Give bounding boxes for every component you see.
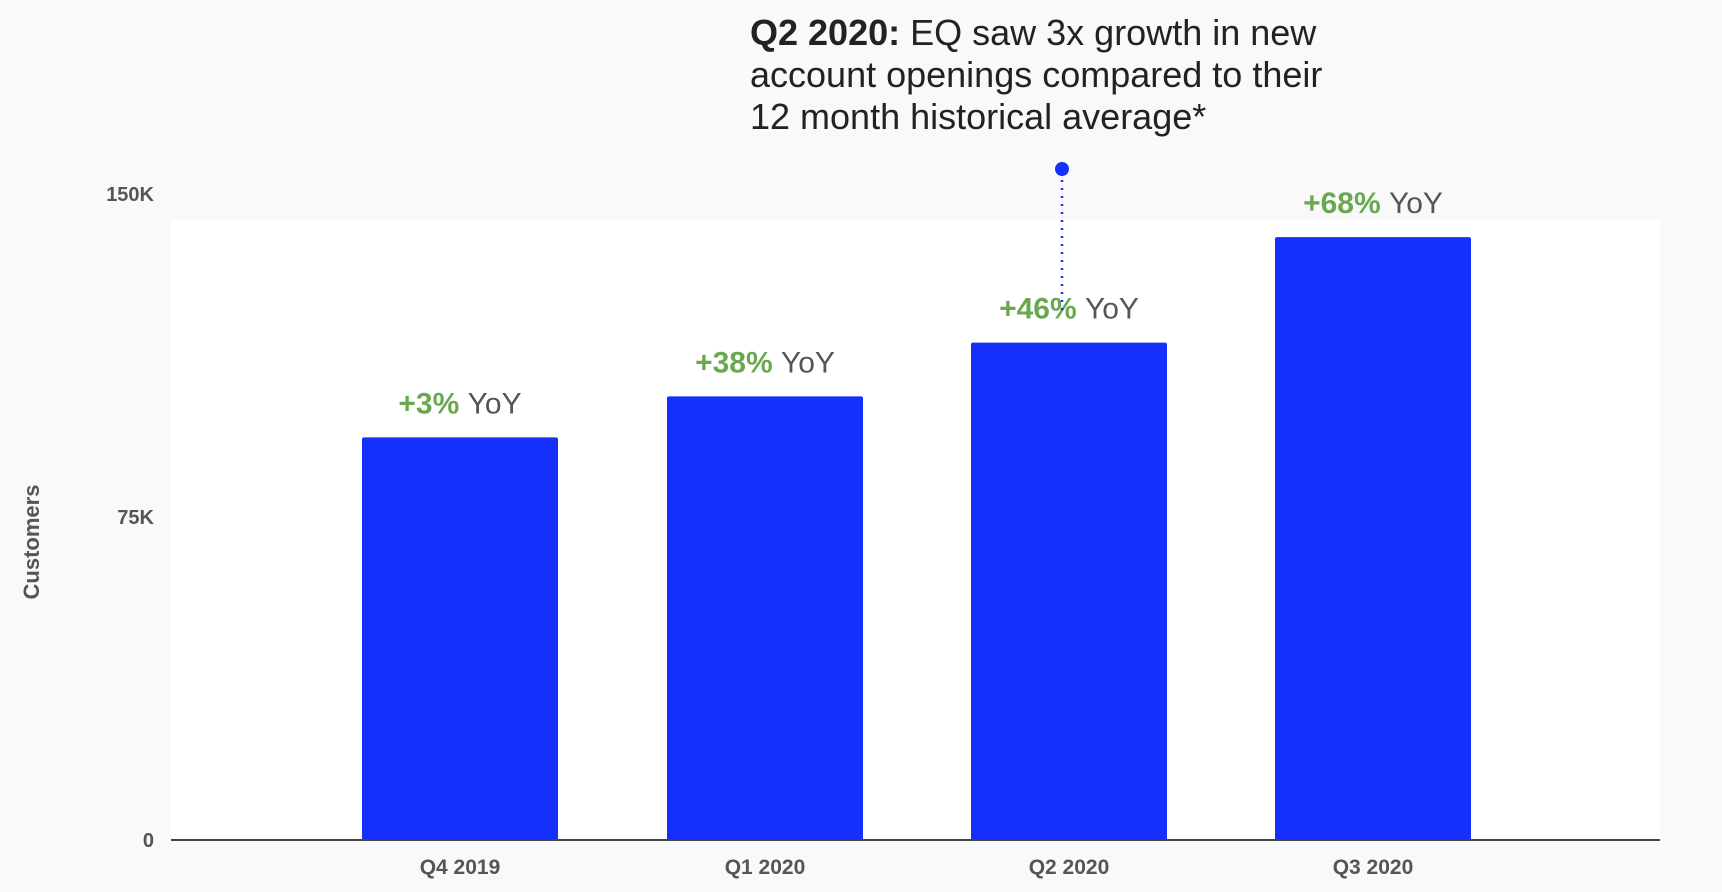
bar-q3-2020 xyxy=(1275,237,1471,841)
y-axis-title: Customers xyxy=(19,484,44,600)
q2-annotation: Q2 2020: EQ saw 3x growth in new account… xyxy=(750,12,1370,138)
yoy-value: +46% xyxy=(999,293,1085,326)
x-tick-label: Q1 2020 xyxy=(725,856,806,879)
yoy-suffix: YoY xyxy=(1389,187,1443,220)
yoy-value: +68% xyxy=(1303,187,1389,220)
callout-dot xyxy=(1055,162,1069,176)
yoy-label: +46% YoY xyxy=(999,293,1139,326)
yoy-label: +68% YoY xyxy=(1303,187,1443,220)
yoy-value: +38% xyxy=(695,346,781,379)
yoy-suffix: YoY xyxy=(781,346,835,379)
yoy-label: +38% YoY xyxy=(695,346,835,379)
x-tick-label: Q3 2020 xyxy=(1333,856,1414,879)
bar-q2-2020 xyxy=(971,342,1167,840)
bar-q4-2019 xyxy=(362,437,558,840)
x-tick-label: Q4 2019 xyxy=(420,856,501,879)
annotation-lead: Q2 2020: xyxy=(750,12,901,53)
y-tick-label: 150K xyxy=(106,184,154,206)
x-tick-label: Q2 2020 xyxy=(1029,856,1110,879)
yoy-value: +3% xyxy=(398,387,467,420)
annotation-text: EQ saw 3x growth in new account openings… xyxy=(750,12,1323,137)
bar-q1-2020 xyxy=(667,396,863,840)
yoy-suffix: YoY xyxy=(468,387,522,420)
yoy-suffix: YoY xyxy=(1085,293,1139,326)
y-tick-label: 0 xyxy=(143,830,154,852)
yoy-label: +3% YoY xyxy=(398,387,521,420)
y-tick-label: 75K xyxy=(117,507,154,529)
